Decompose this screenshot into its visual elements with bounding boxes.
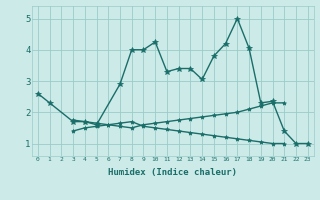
X-axis label: Humidex (Indice chaleur): Humidex (Indice chaleur)	[108, 168, 237, 177]
